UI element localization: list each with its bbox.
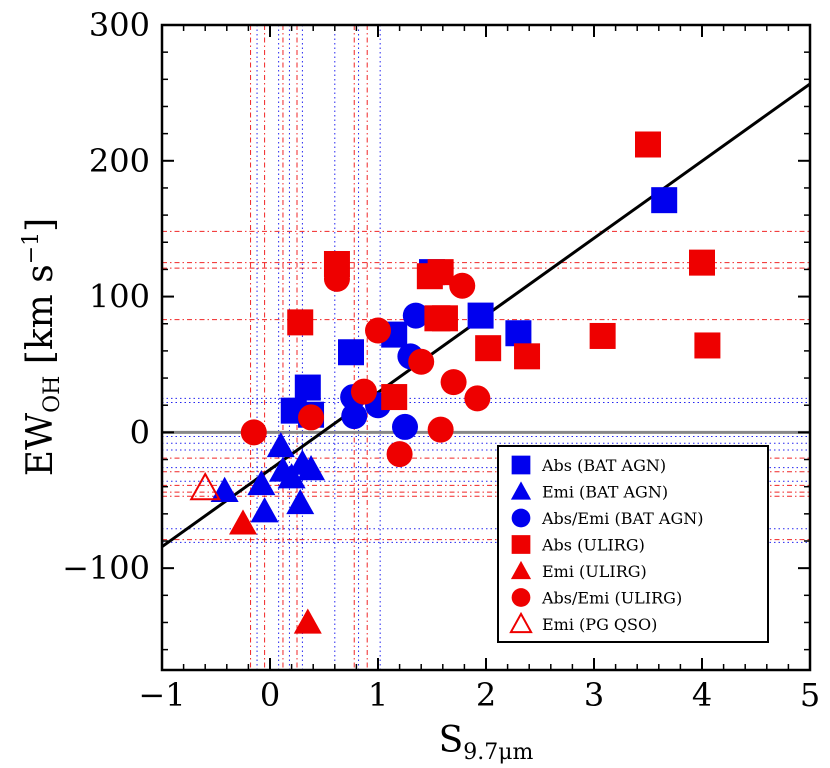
legend-label-emi-ulirg: Emi (ULIRG) (542, 562, 647, 581)
y-tick-label-2: 100 (89, 278, 150, 316)
series-emi-pg-qso (189, 471, 221, 501)
point-abs-emi-ulirg-9 (449, 272, 476, 299)
point-emi-ulirg-1 (293, 608, 322, 634)
axis-ticks (161, 24, 811, 670)
series-emi-ulirg (229, 509, 322, 634)
legend-label-emi-bat-agn: Emi (BAT AGN) (542, 483, 668, 502)
x-tick-label-4: 3 (584, 676, 604, 714)
point-abs-ulirg-10 (635, 131, 661, 158)
y-axis-subscript: OH (40, 376, 65, 413)
point-abs-ulirg-11 (689, 249, 715, 276)
point-abs-emi-ulirg-5 (386, 441, 413, 468)
point-emi-bat-agn-1 (247, 469, 276, 496)
series-abs-ulirg (287, 131, 721, 411)
point-abs-emi-ulirg-2 (323, 265, 350, 292)
point-abs-ulirg-12 (694, 332, 721, 359)
y-tick-label-1: 0 (130, 413, 150, 451)
point-abs-ulirg-6 (431, 305, 458, 332)
series-abs-emi-ulirg (240, 265, 491, 468)
point-abs-bat-agn-6 (467, 302, 494, 329)
legend-marker-emi-pg-qso (509, 611, 533, 634)
point-abs-emi-ulirg-10 (464, 385, 491, 412)
point-abs-ulirg-0 (287, 309, 314, 336)
legend-label-abs-emi-ulirg: Abs/Emi (ULIRG) (541, 589, 682, 608)
x-tick-label-5: 4 (692, 676, 712, 714)
point-abs-emi-ulirg-3 (350, 378, 377, 405)
point-emi-pg-qso-0 (189, 471, 221, 501)
legend-marker-abs-ulirg (511, 535, 531, 554)
point-abs-bat-agn-2 (294, 374, 321, 401)
legend-marker-abs-emi-ulirg (511, 588, 531, 607)
y-tick-label-4: 300 (89, 6, 150, 44)
legend-marker-abs-emi-bat-agn (511, 508, 531, 528)
point-emi-bat-agn-4 (277, 463, 306, 489)
tick-labels: −1 0 1 2 3 4 5 −100 0 100 200 300 (62, 6, 820, 714)
x-axis-title: S9.7μm (439, 720, 534, 765)
legend-marker-emi-ulirg (510, 560, 532, 580)
point-emi-bat-agn-8 (250, 497, 279, 523)
legend-box (497, 445, 769, 643)
legend-label-abs-ulirg: Abs (ULIRG) (541, 536, 645, 555)
point-abs-bat-agn-7 (505, 320, 532, 347)
point-emi-ulirg-0 (229, 509, 257, 535)
point-abs-ulirg-8 (514, 343, 541, 370)
point-abs-emi-bat-agn-5 (402, 302, 429, 329)
y-axis-exponent: −1 (19, 232, 44, 264)
x-tick-label-3: 2 (476, 676, 496, 714)
y-axis-unit: [km s (20, 264, 61, 364)
point-abs-ulirg-2 (381, 384, 408, 411)
point-abs-ulirg-7 (475, 335, 502, 362)
point-abs-emi-bat-agn-1 (341, 403, 368, 430)
legend: Abs (BAT AGN) Emi (BAT AGN) Abs/Emi (BAT A… (497, 445, 769, 643)
legend-label-emi-pg-qso: Emi (PG QSO) (542, 615, 657, 634)
legend-marker-abs-bat-agn (511, 455, 531, 475)
point-emi-bat-agn-6 (297, 455, 326, 481)
point-abs-ulirg-9 (589, 322, 616, 349)
point-abs-bat-agn-8 (651, 187, 678, 214)
point-abs-emi-ulirg-4 (365, 317, 391, 344)
legend-label-abs-emi-bat-agn: Abs/Emi (BAT AGN) (541, 509, 703, 528)
point-abs-emi-bat-agn-3 (392, 413, 418, 440)
point-abs-emi-ulirg-7 (427, 416, 454, 443)
point-abs-emi-ulirg-0 (240, 419, 267, 446)
x-tick-label-6: 5 (800, 676, 820, 714)
point-emi-bat-agn-7 (286, 488, 315, 515)
point-emi-bat-agn-2 (266, 431, 295, 458)
y-axis-close: ] (20, 218, 61, 232)
point-abs-emi-ulirg-1 (298, 404, 325, 431)
series-emi-bat-agn (210, 431, 326, 523)
point-abs-emi-ulirg-6 (408, 348, 435, 375)
point-abs-bat-agn-3 (338, 339, 364, 366)
x-tick-label-0: −1 (138, 676, 185, 714)
y-tick-label-3: 200 (89, 142, 150, 180)
legend-label-abs-bat-agn: Abs (BAT AGN) (541, 456, 666, 475)
x-axis-subscript: 9.7μm (463, 740, 533, 765)
legend-marker-emi-bat-agn (510, 481, 532, 500)
data-points (189, 131, 721, 634)
x-tick-label-1: 0 (260, 676, 280, 714)
y-axis-title: EWOH [km s−1] (19, 218, 65, 476)
x-tick-label-2: 1 (368, 676, 388, 714)
point-abs-emi-ulirg-8 (440, 369, 467, 396)
point-abs-ulirg-4 (427, 259, 454, 286)
y-tick-label-0: −100 (62, 549, 150, 587)
